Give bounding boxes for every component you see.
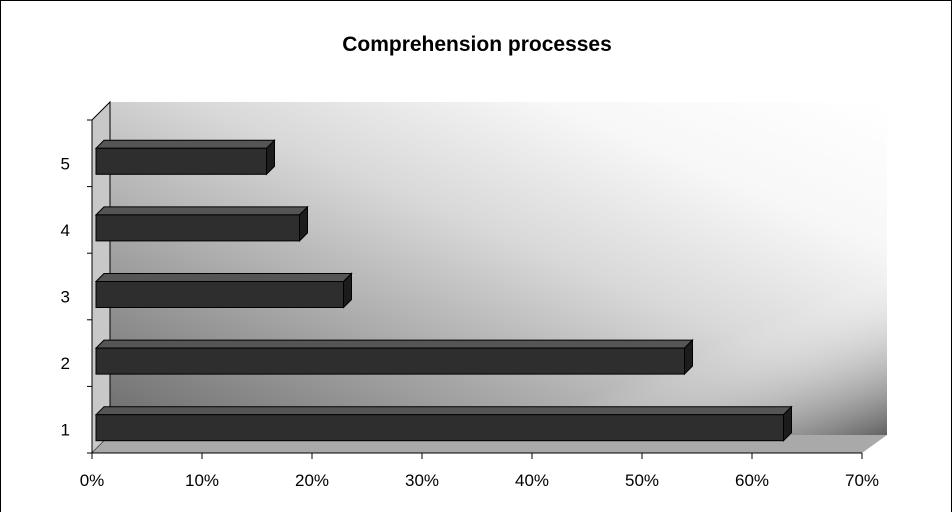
chart-title: Comprehension processes	[342, 33, 612, 56]
x-tick-label: 70%	[845, 471, 879, 490]
x-tick-label: 40%	[515, 471, 549, 490]
bar	[95, 214, 300, 242]
y-tick-label: 3	[61, 288, 70, 307]
bar	[95, 347, 685, 375]
bar	[95, 281, 344, 308]
x-tick-label: 0%	[80, 471, 105, 490]
bar-top-face	[94, 139, 276, 149]
bar-top-face	[94, 273, 353, 282]
x-tick-label: 50%	[625, 471, 659, 490]
y-tick-label: 1	[61, 421, 70, 440]
y-tick-label: 5	[61, 154, 70, 173]
x-tick-label: 20%	[295, 471, 329, 490]
bar-top-face	[94, 206, 309, 216]
y-tick-label: 2	[61, 354, 70, 373]
y-tick-label: 4	[61, 221, 70, 240]
x-tick-label: 30%	[405, 471, 439, 490]
bar	[95, 147, 267, 175]
x-tick-label: 60%	[735, 471, 769, 490]
bar-top-face	[94, 406, 793, 416]
x-tick-label: 10%	[185, 471, 219, 490]
bar	[95, 414, 784, 442]
bar-top-face	[94, 339, 694, 349]
